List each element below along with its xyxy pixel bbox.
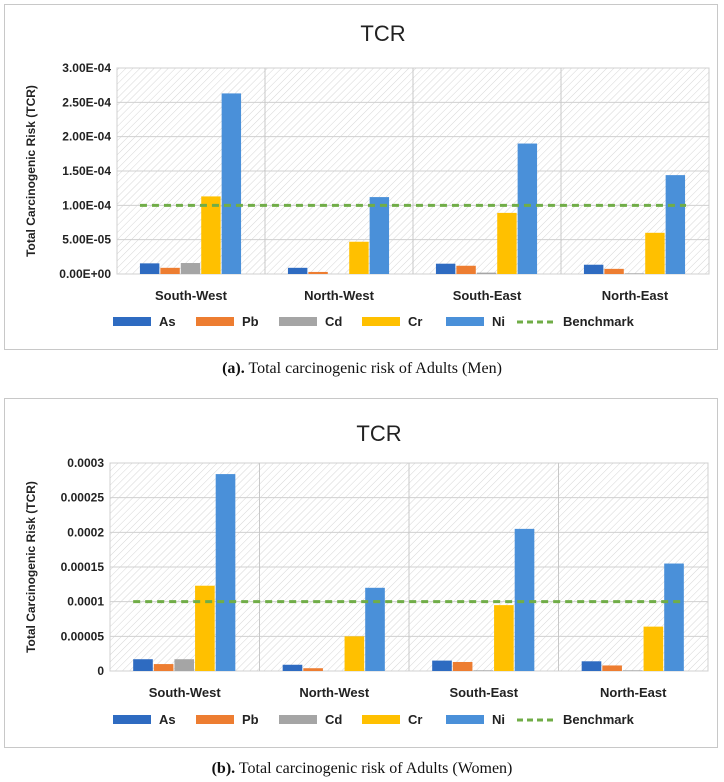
men-bar-cd-south-east	[476, 272, 497, 274]
chart-men-svg: 0.00E+00 5.00E-05 1.00E-04 1.50E-04 2.00E-04…	[24, 21, 710, 329]
women-legend-label: Cd	[325, 712, 342, 727]
men-bar-cr-south-west	[201, 196, 221, 274]
men-bar-cr-north-west	[349, 241, 369, 274]
women-bar-ni-north-west	[365, 587, 385, 671]
women-bar-ni-south-west	[215, 474, 236, 671]
women-ytick-label: 0.0003	[67, 456, 104, 470]
women-category-label: South-West	[149, 685, 222, 700]
women-legend-label: Ni	[492, 712, 505, 727]
men-bar-as-north-east	[583, 264, 604, 274]
men-bar-as-south-east	[435, 263, 456, 274]
women-bar-cd-south-west	[174, 659, 195, 671]
men-legend-swatch-pb	[196, 317, 234, 326]
men-ytick-label: 1.00E-04	[62, 198, 111, 212]
men-category-label: South-East	[453, 288, 522, 303]
women-bar-as-north-west	[282, 664, 303, 671]
men-legend-label: As	[159, 314, 176, 329]
men-legend-swatch-cr	[362, 317, 400, 326]
women-ytick-label: 0.00005	[61, 629, 105, 643]
women-category-label: North-West	[299, 685, 369, 700]
caption-men: (a). Total carcinogenic risk of Adults (…	[0, 360, 724, 378]
women-legend-swatch-cr	[362, 715, 400, 724]
women-bar-pb-north-east	[602, 665, 622, 671]
caption-men-text: Total carcinogenic risk of Adults (Men)	[244, 360, 502, 377]
men-bar-ni-north-west	[369, 197, 390, 274]
men-bar-as-north-west	[287, 267, 308, 274]
men-ytick-label: 0.00E+00	[59, 267, 111, 281]
men-legend-swatch-as	[113, 317, 151, 326]
men-category-label: North-East	[602, 288, 669, 303]
women-bar-cr-south-east	[494, 605, 514, 671]
women-chart-title: TCR	[356, 421, 401, 446]
women-legend-swatch-ni	[446, 715, 484, 724]
men-bar-cd-north-east	[624, 273, 645, 274]
men-legend-swatch-cd	[279, 317, 317, 326]
caption-men-label: (a).	[222, 360, 245, 377]
men-category-label: North-West	[304, 288, 374, 303]
men-bar-ni-north-east	[665, 175, 686, 274]
men-legend-label: Benchmark	[563, 314, 635, 329]
men-ytick-label: 2.50E-04	[62, 95, 111, 109]
men-bar-cr-north-east	[645, 232, 665, 274]
men-legend-label: Pb	[242, 314, 259, 329]
men-bar-pb-north-east	[604, 268, 624, 274]
women-y-axis-label: Total Carcinogenic Risk (TCR)	[24, 481, 38, 653]
women-bar-pb-north-west	[303, 668, 323, 671]
women-category-label: North-East	[600, 685, 667, 700]
women-legend-label: As	[159, 712, 176, 727]
women-bar-cr-north-east	[643, 626, 664, 671]
women-bar-pb-south-east	[452, 661, 473, 671]
women-ytick-label: 0.00025	[61, 491, 105, 505]
caption-women-label: (b).	[211, 760, 236, 777]
chart-women-svg: 0 0.00005 0.0001 0.00015 0.0002 0.00025 0.0003…	[24, 421, 709, 727]
men-legend-label: Cr	[408, 314, 422, 329]
men-ytick-label: 3.00E-04	[62, 61, 111, 75]
men-legend-swatch-ni	[446, 317, 484, 326]
women-bar-pb-south-west	[153, 664, 174, 671]
caption-women-text: Total carcinogenic risk of Adults (Women…	[235, 760, 513, 777]
men-bar-ni-south-west	[221, 93, 242, 274]
women-bar-cr-north-west	[344, 636, 365, 671]
women-bar-as-north-east	[581, 661, 602, 671]
women-legend-label: Pb	[242, 712, 259, 727]
women-ytick-label: 0.0002	[67, 525, 104, 539]
women-bar-cd-south-east	[473, 670, 494, 671]
women-legend-swatch-pb	[196, 715, 234, 724]
men-y-axis-label: Total Carcinogenic Risk (TCR)	[24, 85, 38, 257]
women-bar-as-south-west	[133, 659, 153, 671]
women-ytick-label: 0.0001	[67, 595, 104, 609]
men-ytick-label: 2.00E-04	[62, 130, 111, 144]
men-ytick-label: 1.50E-04	[62, 164, 111, 178]
men-bar-ni-south-east	[517, 143, 538, 274]
women-bar-ni-south-east	[514, 528, 535, 671]
men-bar-pb-south-east	[456, 265, 476, 274]
men-category-label: South-West	[155, 288, 228, 303]
women-bar-cr-south-west	[195, 585, 215, 671]
men-bar-pb-south-west	[160, 267, 180, 274]
women-legend-swatch-as	[113, 715, 151, 724]
women-legend-label: Cr	[408, 712, 422, 727]
men-bar-pb-north-west	[308, 271, 328, 274]
men-legend-label: Ni	[492, 314, 505, 329]
caption-women: (b). Total carcinogenic risk of Adults (…	[0, 760, 724, 778]
women-bar-cd-north-east	[622, 670, 643, 671]
men-chart-title: TCR	[360, 21, 405, 46]
chart-panel-women: 0 0.00005 0.0001 0.00015 0.0002 0.00025 0.0003…	[4, 398, 718, 748]
men-ytick-label: 5.00E-05	[62, 233, 111, 247]
women-legend-swatch-cd	[279, 715, 317, 724]
women-ytick-label: 0.00015	[61, 560, 105, 574]
women-bar-as-south-east	[432, 660, 452, 671]
men-bar-cd-south-west	[180, 263, 201, 274]
women-legend-label: Benchmark	[563, 712, 635, 727]
women-category-label: South-East	[449, 685, 518, 700]
women-ytick-label: 0	[97, 664, 104, 678]
chart-panel-men: 0.00E+00 5.00E-05 1.00E-04 1.50E-04 2.00E-04…	[4, 4, 718, 350]
men-bar-as-south-west	[139, 263, 160, 274]
women-bar-ni-north-east	[664, 563, 684, 671]
men-bar-cr-south-east	[497, 212, 517, 274]
men-legend-label: Cd	[325, 314, 342, 329]
